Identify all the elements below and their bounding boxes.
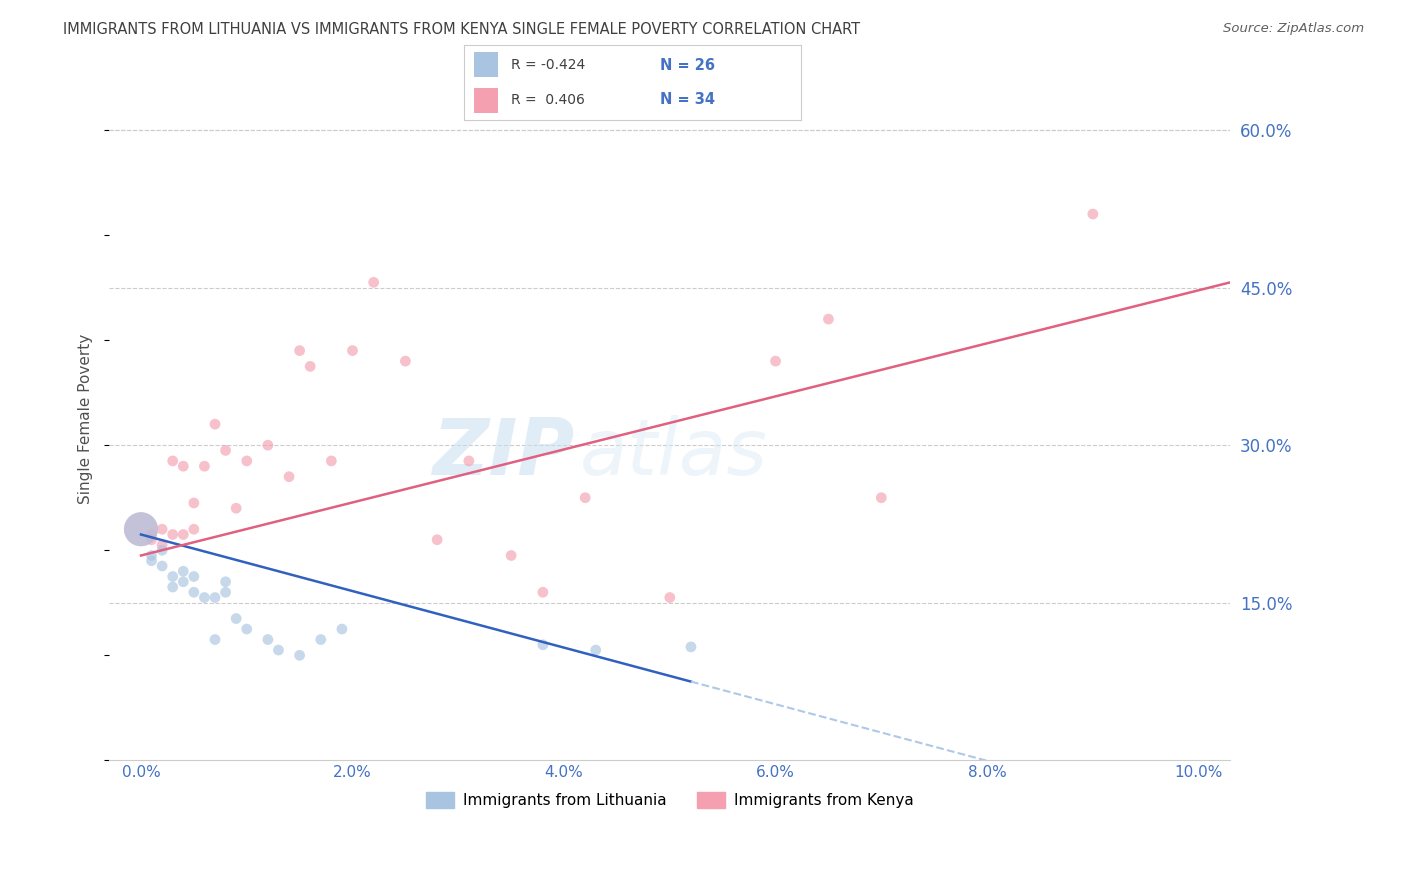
Point	[172, 564, 194, 578]
Point	[172, 574, 194, 589]
Point	[330, 622, 353, 636]
Text: R =  0.406: R = 0.406	[512, 93, 585, 107]
Point	[765, 354, 787, 368]
Point	[193, 459, 215, 474]
Text: R = -0.424: R = -0.424	[512, 58, 585, 72]
Point	[288, 648, 311, 663]
Point	[342, 343, 364, 358]
Point	[172, 527, 194, 541]
Point	[278, 469, 301, 483]
Point	[363, 276, 385, 290]
Point	[658, 591, 681, 605]
Point	[1081, 207, 1104, 221]
Point	[162, 580, 184, 594]
Point	[870, 491, 893, 505]
Point	[162, 454, 184, 468]
Point	[141, 554, 163, 568]
Point	[129, 522, 152, 536]
Legend: Immigrants from Lithuania, Immigrants from Kenya: Immigrants from Lithuania, Immigrants fr…	[420, 786, 920, 814]
Point	[501, 549, 523, 563]
Text: N = 34: N = 34	[659, 93, 714, 107]
Point	[204, 417, 226, 432]
Text: atlas: atlas	[581, 415, 768, 491]
Point	[214, 443, 236, 458]
Point	[150, 522, 173, 536]
Point	[183, 496, 205, 510]
Bar	[474, 87, 498, 112]
Point	[225, 501, 247, 516]
Point	[193, 591, 215, 605]
Point	[204, 632, 226, 647]
Point	[267, 643, 290, 657]
Point	[257, 632, 280, 647]
Point	[141, 533, 163, 547]
Point	[214, 585, 236, 599]
Point	[162, 569, 184, 583]
Point	[394, 354, 416, 368]
Point	[309, 632, 332, 647]
Point	[426, 533, 449, 547]
Text: ZIP: ZIP	[432, 415, 575, 491]
Text: N = 26: N = 26	[659, 58, 714, 72]
Y-axis label: Single Female Poverty: Single Female Poverty	[79, 334, 93, 504]
Point	[321, 454, 343, 468]
Point	[183, 585, 205, 599]
Point	[585, 643, 607, 657]
Point	[129, 522, 152, 536]
Point	[162, 527, 184, 541]
Point	[299, 359, 322, 374]
Point	[183, 569, 205, 583]
Point	[150, 543, 173, 558]
Point	[150, 538, 173, 552]
Point	[257, 438, 280, 452]
Point	[288, 343, 311, 358]
Point	[141, 527, 163, 541]
Point	[235, 454, 257, 468]
Point	[141, 549, 163, 563]
Point	[204, 591, 226, 605]
Text: Source: ZipAtlas.com: Source: ZipAtlas.com	[1223, 22, 1364, 36]
Text: IMMIGRANTS FROM LITHUANIA VS IMMIGRANTS FROM KENYA SINGLE FEMALE POVERTY CORRELA: IMMIGRANTS FROM LITHUANIA VS IMMIGRANTS …	[63, 22, 860, 37]
Point	[574, 491, 596, 505]
Point	[679, 640, 702, 654]
Point	[183, 522, 205, 536]
Point	[235, 622, 257, 636]
Point	[531, 585, 554, 599]
Point	[531, 638, 554, 652]
Point	[225, 611, 247, 625]
Point	[817, 312, 839, 326]
Point	[172, 459, 194, 474]
Point	[214, 574, 236, 589]
Point	[457, 454, 479, 468]
Point	[150, 559, 173, 574]
Bar	[474, 52, 498, 78]
